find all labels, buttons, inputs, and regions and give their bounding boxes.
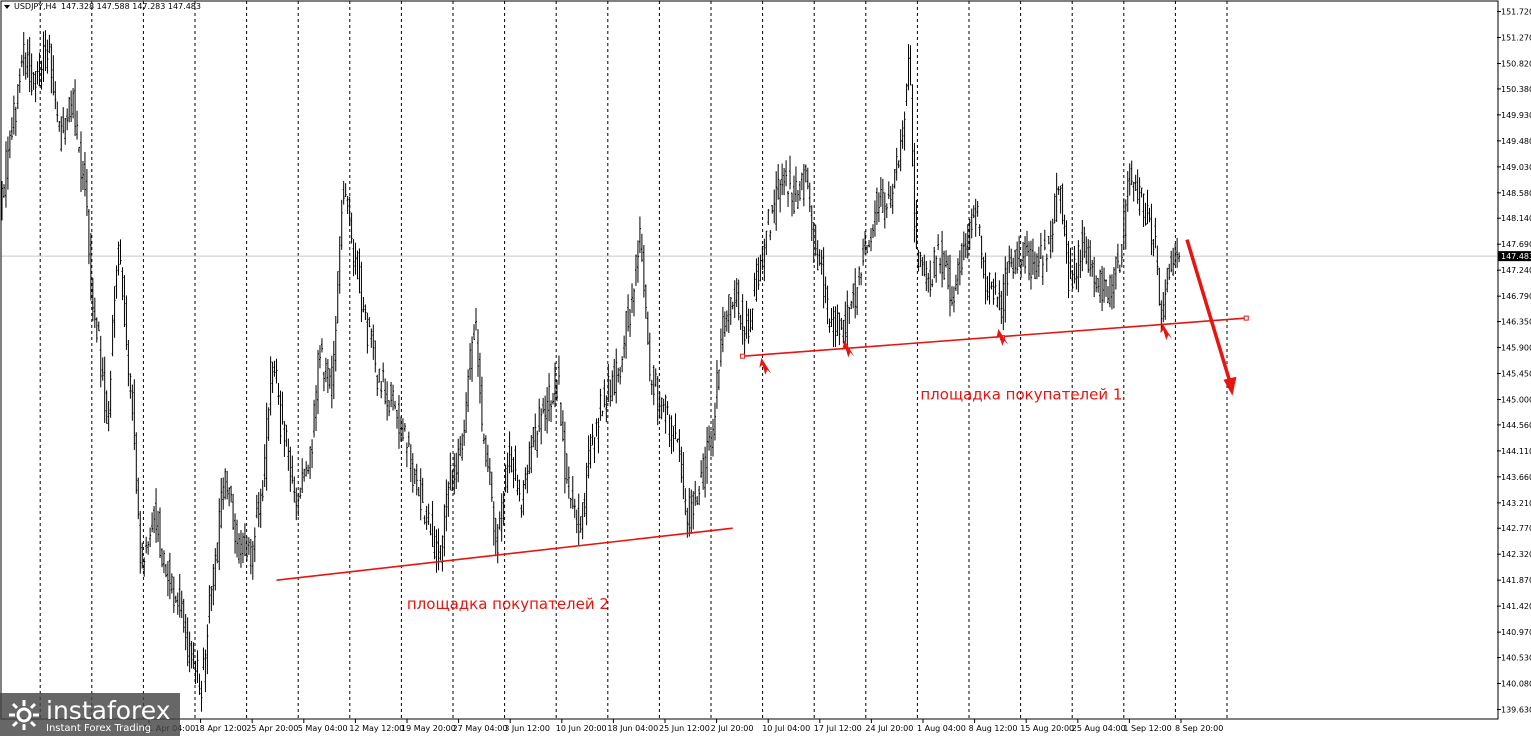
grid-layer [1, 1, 1497, 719]
y-tick-label: 146.790 [1501, 292, 1531, 301]
y-tick-label: 147.690 [1501, 240, 1531, 249]
y-tick-label: 149.480 [1501, 137, 1531, 146]
trendline-handle [740, 353, 746, 359]
brand-watermark: instaforex Instant Forex Trading [0, 693, 180, 736]
y-tick-label: 147.240 [1501, 266, 1531, 275]
y-tick-label: 143.660 [1501, 473, 1531, 482]
y-tick-label: 144.110 [1501, 447, 1531, 456]
y-tick-label: 139.630 [1501, 705, 1531, 714]
x-tick-label: 25 Jun 12:00 [659, 724, 710, 733]
y-tick-label: 142.770 [1501, 524, 1531, 533]
arrow-marker-icon [996, 328, 1009, 346]
x-tick-label: 10 Jul 04:00 [762, 724, 810, 733]
y-tick-label: 150.380 [1501, 85, 1531, 94]
x-tick-label: 8 Aug 12:00 [969, 724, 1018, 733]
annotation-label-1: площадка покупателей 2 [407, 595, 609, 613]
x-tick-label: 17 Jul 12:00 [814, 724, 862, 733]
y-tick-label: 149.930 [1501, 111, 1531, 120]
y-tick-label: 150.820 [1501, 60, 1531, 69]
instaforex-logo-icon [9, 700, 39, 730]
x-tick-label: 24 Jul 20:00 [865, 724, 913, 733]
bars-layer [1, 30, 1181, 712]
x-tick-label: 1 Sep 12:00 [1123, 724, 1171, 733]
brand-name: instaforex [46, 696, 171, 725]
x-tick-label: 27 May 04:00 [453, 724, 508, 733]
x-tick-label: 8 Sep 20:00 [1175, 724, 1223, 733]
x-tick-label: 19 May 20:00 [401, 724, 456, 733]
y-tick-label: 149.030 [1501, 163, 1531, 172]
arrow-marker-icon [759, 357, 772, 375]
y-tick-label: 146.350 [1501, 318, 1531, 327]
chevron-down-icon[interactable] [4, 5, 10, 9]
x-tick-label: 3 Jun 12:00 [504, 724, 550, 733]
x-tick-label: 12 May 12:00 [349, 724, 404, 733]
x-tick-label: 5 May 04:00 [298, 724, 348, 733]
arrow-marker-icon [842, 340, 855, 358]
x-tick-label: 18 Jun 04:00 [607, 724, 658, 733]
current-price-label: 147.483 [1501, 252, 1531, 261]
trendline-handle [1243, 315, 1249, 321]
y-tick-label: 143.210 [1501, 499, 1531, 508]
y-tick-label: 148.140 [1501, 214, 1531, 223]
chart-header: USDJPY,H4 147.328 147.588 147.283 147.48… [4, 2, 201, 11]
y-tick-label: 145.900 [1501, 344, 1531, 353]
y-tick-label: 151.270 [1501, 34, 1531, 43]
ohlc-readout: 147.328 147.588 147.283 147.483 [61, 2, 201, 11]
x-tick-label: 2 Jul 20:00 [711, 724, 754, 733]
overlay-layer: площадка покупателей 2 площадка покупател… [276, 239, 1249, 613]
x-tick-label: 18 Apr 12:00 [195, 724, 247, 733]
down-arrow-head-icon [1223, 376, 1237, 396]
trendline-1 [276, 527, 733, 581]
x-tick-label: 25 Apr 20:00 [246, 724, 298, 733]
y-tick-label: 142.320 [1501, 550, 1531, 559]
y-tick-label: 145.450 [1501, 370, 1531, 379]
x-tick-label: 10 Jun 20:00 [556, 724, 607, 733]
down-arrow-shaft [1185, 239, 1233, 385]
y-tick-label: 140.970 [1501, 628, 1531, 637]
y-tick-label: 148.580 [1501, 189, 1531, 198]
annotation-label-2: площадка покупателей 1 [920, 385, 1122, 403]
y-tick-label: 141.870 [1501, 576, 1531, 585]
y-tick-label: 144.560 [1501, 421, 1531, 430]
x-tick-label: 15 Aug 20:00 [1020, 724, 1074, 733]
y-tick-label: 145.000 [1501, 395, 1531, 404]
y-tick-label: 151.720 [1501, 8, 1531, 17]
brand-tagline: Instant Forex Trading [46, 723, 152, 734]
y-tick-label: 140.530 [1501, 654, 1531, 663]
y-tick-label: 141.420 [1501, 602, 1531, 611]
symbol-label: USDJPY,H4 [14, 2, 57, 11]
plot-frame [0, 0, 1499, 720]
current-price-badge [1498, 251, 1531, 262]
arrow-marker-icon [1160, 323, 1173, 341]
y-tick-label: 140.080 [1501, 680, 1531, 689]
x-tick-label: 25 Aug 04:00 [1072, 724, 1126, 733]
x-tick-label: 1 Aug 04:00 [917, 724, 966, 733]
